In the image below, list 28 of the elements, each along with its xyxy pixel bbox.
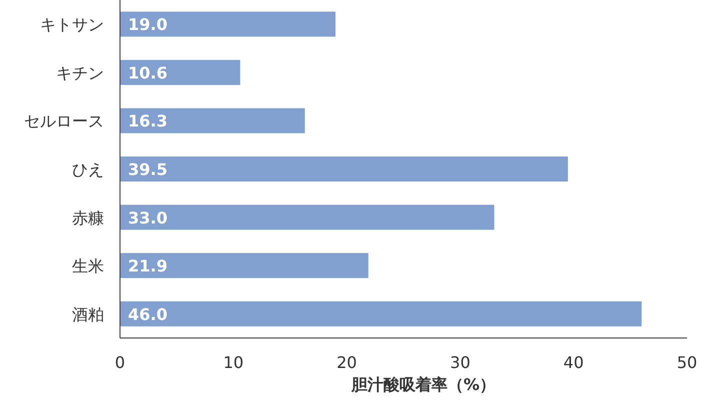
data-label: 46.0 xyxy=(128,304,168,324)
bar xyxy=(120,60,240,85)
x-tick-label: 50 xyxy=(676,353,698,372)
x-axis-title: 胆汁酸吸着率（%） xyxy=(350,375,496,394)
x-tick-label: 0 xyxy=(114,353,126,372)
y-tick-label: キチン xyxy=(56,63,104,82)
bar xyxy=(120,156,568,182)
x-tick-label: 20 xyxy=(336,353,357,372)
bar xyxy=(120,204,494,230)
y-tick-label: セルロース xyxy=(24,112,104,131)
x-tick-label: 10 xyxy=(223,353,244,372)
x-tick-label: 40 xyxy=(563,353,584,372)
data-label: 16.3 xyxy=(128,112,168,131)
bar xyxy=(120,108,305,134)
x-tick-label: 30 xyxy=(450,353,470,372)
y-tick-label: ひえ xyxy=(72,160,104,179)
y-tick-label: 生米 xyxy=(72,256,104,276)
data-label: 10.6 xyxy=(128,63,168,82)
data-label: 39.5 xyxy=(128,160,168,179)
y-tick-label: 酒粕 xyxy=(72,304,104,324)
data-label: 33.0 xyxy=(128,208,168,228)
y-tick-label: 赤糠 xyxy=(72,208,104,228)
bar xyxy=(120,12,336,37)
data-label: 21.9 xyxy=(128,256,168,276)
data-label: 19.0 xyxy=(128,15,168,34)
bar xyxy=(120,253,368,278)
bar xyxy=(120,301,642,326)
y-tick-label: キトサン xyxy=(40,15,104,34)
